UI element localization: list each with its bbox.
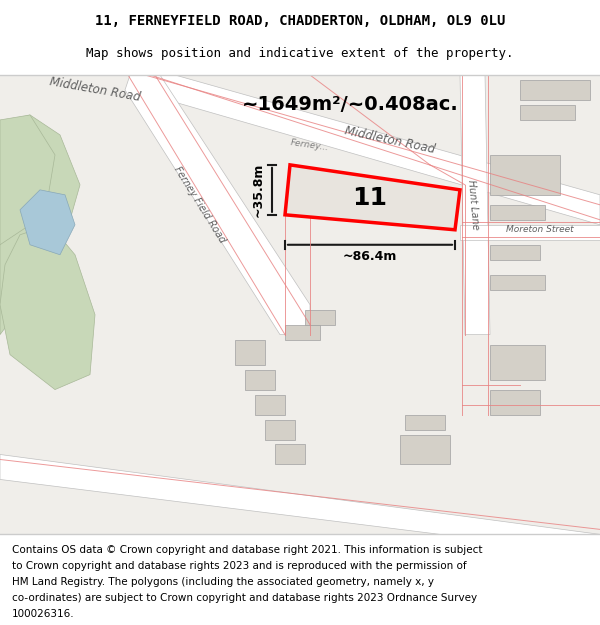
- Polygon shape: [305, 309, 335, 324]
- Polygon shape: [460, 225, 600, 240]
- Polygon shape: [0, 454, 600, 554]
- Text: Map shows position and indicative extent of the property.: Map shows position and indicative extent…: [86, 48, 514, 61]
- Text: Middleton Road: Middleton Road: [344, 124, 436, 156]
- Text: Contains OS data © Crown copyright and database right 2021. This information is : Contains OS data © Crown copyright and d…: [12, 545, 482, 555]
- Text: co-ordinates) are subject to Crown copyright and database rights 2023 Ordnance S: co-ordinates) are subject to Crown copyr…: [12, 593, 477, 603]
- Polygon shape: [0, 115, 55, 245]
- Text: 11: 11: [353, 186, 388, 210]
- Polygon shape: [490, 275, 545, 290]
- Text: Middleton Road: Middleton Road: [49, 76, 142, 104]
- Polygon shape: [490, 205, 545, 220]
- Text: Moreton Street: Moreton Street: [506, 225, 574, 234]
- Polygon shape: [245, 369, 275, 389]
- Polygon shape: [520, 80, 590, 100]
- Text: HM Land Registry. The polygons (including the associated geometry, namely x, y: HM Land Registry. The polygons (includin…: [12, 577, 434, 587]
- Text: ~35.8m: ~35.8m: [251, 162, 265, 217]
- Polygon shape: [490, 245, 540, 260]
- Polygon shape: [405, 414, 445, 429]
- Polygon shape: [520, 105, 575, 120]
- Polygon shape: [490, 155, 560, 195]
- Text: Hunt Lane: Hunt Lane: [466, 179, 480, 230]
- Polygon shape: [20, 190, 75, 255]
- Polygon shape: [285, 165, 460, 230]
- Text: Ferney Field Road: Ferney Field Road: [172, 165, 227, 245]
- Polygon shape: [255, 394, 285, 414]
- Polygon shape: [125, 75, 310, 334]
- Text: 11, FERNEYFIELD ROAD, CHADDERTON, OLDHAM, OL9 0LU: 11, FERNEYFIELD ROAD, CHADDERTON, OLDHAM…: [95, 14, 505, 28]
- Polygon shape: [0, 115, 80, 334]
- Polygon shape: [400, 434, 450, 464]
- Text: ~86.4m: ~86.4m: [343, 250, 397, 263]
- Polygon shape: [285, 324, 320, 339]
- Text: ~1649m²/~0.408ac.: ~1649m²/~0.408ac.: [242, 96, 458, 114]
- Text: to Crown copyright and database rights 2023 and is reproduced with the permissio: to Crown copyright and database rights 2…: [12, 561, 467, 571]
- Polygon shape: [0, 225, 95, 389]
- Polygon shape: [490, 389, 540, 414]
- Polygon shape: [460, 75, 490, 334]
- Polygon shape: [275, 444, 305, 464]
- Text: Ferney...: Ferney...: [290, 138, 330, 152]
- Text: 100026316.: 100026316.: [12, 609, 74, 619]
- Polygon shape: [265, 419, 295, 439]
- Polygon shape: [235, 339, 265, 364]
- Polygon shape: [490, 344, 545, 379]
- Polygon shape: [150, 75, 600, 225]
